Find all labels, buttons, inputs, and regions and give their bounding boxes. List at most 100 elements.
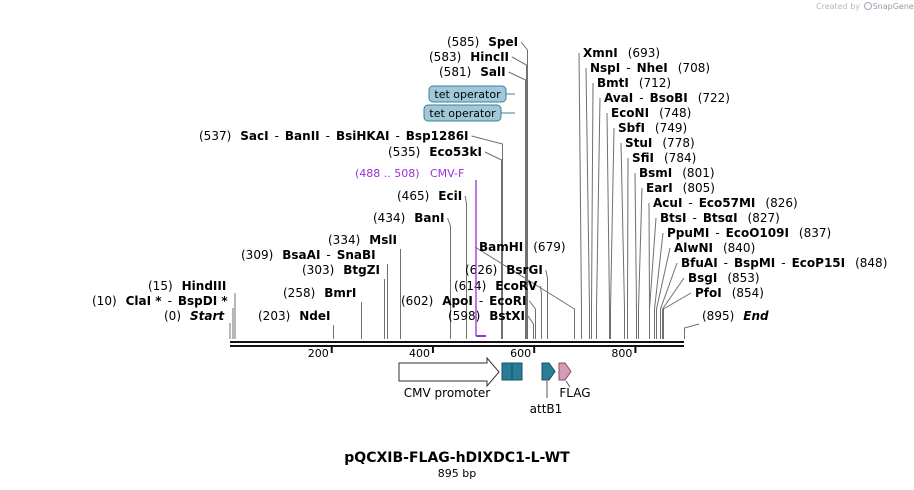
plasmid-length: 895 bp [437,467,477,480]
site-separator: - [724,256,728,270]
restriction-site[interactable]: EarI (805) [646,181,715,195]
site-position: (614) [454,279,486,293]
site-separator: - [168,294,172,308]
site-leader-line [585,67,590,339]
restriction-site[interactable]: SfiI (784) [632,151,696,165]
restriction-site[interactable]: NspI - NheI (708) [590,61,710,75]
restriction-site[interactable]: BamHI (679) [479,240,566,254]
restriction-site[interactable]: PpuMI - EcoO109I (837) [667,226,831,240]
site-position: (801) [682,166,714,180]
site-enzyme-name: End [743,309,769,323]
credit-brand: SnapGene [872,2,914,11]
site-position: (10) [92,294,117,308]
site-enzyme-name: SfiI [632,151,654,165]
site-enzyme-name: HincII [470,50,509,64]
primer-range: (488 .. 508) [355,167,420,180]
site-position: (598) [448,309,480,323]
site-position: (805) [683,181,715,195]
site-position: (303) [302,263,334,277]
site-enzyme-name: BsaAI [282,248,320,262]
tet-operator-box [423,104,502,122]
restriction-site[interactable]: (434) BanI [373,211,445,225]
site-position: (748) [659,106,691,120]
flag-arrow[interactable] [558,362,572,381]
restriction-site[interactable]: (602) ApoI - EcoRI [401,294,526,308]
restriction-site[interactable]: BtsI - BtsαI (827) [660,211,780,225]
restriction-site[interactable]: (258) BmrI [283,286,356,300]
site-position: (854) [732,286,764,300]
site-enzyme-name: SbfI [618,121,645,135]
restriction-site[interactable]: (585) SpeI [447,35,518,49]
site-position: (778) [662,136,694,150]
tet-operator-label[interactable]: tet operator [428,85,507,103]
site-enzyme-name: EciI [438,189,462,203]
restriction-site[interactable]: XmnI (693) [583,46,660,60]
restriction-site[interactable]: SbfI (749) [618,121,687,135]
restriction-site[interactable]: AlwNI (840) [674,241,755,255]
restriction-site[interactable]: BsmI (801) [639,166,715,180]
site-separator: - [688,196,692,210]
site-position: (0) [164,309,181,323]
restriction-site[interactable]: (303) BtgZI [302,263,380,277]
site-enzyme-name: BspMI [734,256,775,270]
restriction-site[interactable]: (334) MslI [328,233,397,247]
restriction-site[interactable]: BmtI (712) [597,76,671,90]
restriction-site[interactable]: (10) ClaI * - BspDI * [92,294,228,308]
restriction-site[interactable]: (598) BstXI [448,309,525,323]
restriction-site[interactable]: (583) HincII [429,50,509,64]
site-position: (679) [533,240,565,254]
restriction-site[interactable]: PfoI (854) [695,286,764,300]
restriction-site[interactable]: (614) EcoRV [454,279,538,293]
tet-operator-feature[interactable] [511,362,523,381]
restriction-site[interactable]: (203) NdeI [258,309,331,323]
restriction-site[interactable]: AcuI - Eco57MI (826) [653,196,798,210]
site-enzyme-name: NspI [590,61,620,75]
site-enzyme-name: EcoO109I [726,226,789,240]
plasmid-name: pQCXIB-FLAG-hDIXDC1-L-WT [344,450,570,466]
attb1-arrow[interactable] [541,362,556,381]
site-labels: (0) Start(10) ClaI * - BspDI *(15) HindIII (20… [92,35,887,323]
site-leader-line [663,292,692,339]
site-separator: - [626,61,630,75]
restriction-site[interactable]: (537) SacI - BanII - BsiHKAI - Bsp1286I [199,129,469,143]
restriction-site[interactable]: BsgI (853) [688,271,760,285]
restriction-site[interactable]: (0) Start [164,309,225,323]
site-enzyme-name: AlwNI [674,241,713,255]
restriction-site[interactable]: StuI (778) [625,136,695,150]
site-enzyme-name: BmtI [597,76,629,90]
restriction-site[interactable]: (535) Eco53kI [388,145,482,159]
restriction-site[interactable]: BfuAI - BspMI - EcoP15I (848) [681,256,887,270]
site-position: (581) [439,65,471,79]
site-enzyme-name: EcoP15I [792,256,846,270]
cmv-promoter-arrow[interactable] [398,356,500,388]
site-leader-line [596,97,601,339]
site-separator: - [692,211,696,225]
site-leader-line [447,217,451,339]
site-leader-line [627,157,629,339]
site-enzyme-name: Start [190,309,225,323]
cmv-promoter-label: CMV promoter [404,386,491,400]
restriction-site[interactable]: (581) SalI [439,65,506,79]
site-enzyme-name: EcoRV [495,279,538,293]
tet-operator-feature[interactable] [501,362,513,381]
site-position: (895) [702,309,734,323]
site-position: (840) [723,241,755,255]
site-leader-line [660,262,678,339]
restriction-site[interactable]: AvaI - BsoBI (722) [604,91,730,105]
site-enzyme-name: BmrI [324,286,356,300]
site-leader-line [484,151,502,339]
restriction-site[interactable]: (15) HindIII [148,279,226,293]
restriction-site[interactable]: (895) End [702,309,769,323]
restriction-site[interactable]: (465) EciI [397,189,462,203]
tet-operator-text: tet operator [429,107,496,120]
site-separator: - [715,226,719,240]
restriction-site[interactable]: (309) BsaAI - SnaBI [241,248,376,262]
tet-operator-label[interactable]: tet operator [423,104,502,122]
site-enzyme-name: BtsαI [703,211,738,225]
site-enzyme-name: PfoI [695,286,722,300]
site-enzyme-name: AvaI [604,91,633,105]
restriction-site[interactable]: (626) BsrGI [465,263,543,277]
site-separator: - [639,91,643,105]
restriction-site[interactable]: EcoNI (748) [611,106,691,120]
site-position: (465) [397,189,429,203]
